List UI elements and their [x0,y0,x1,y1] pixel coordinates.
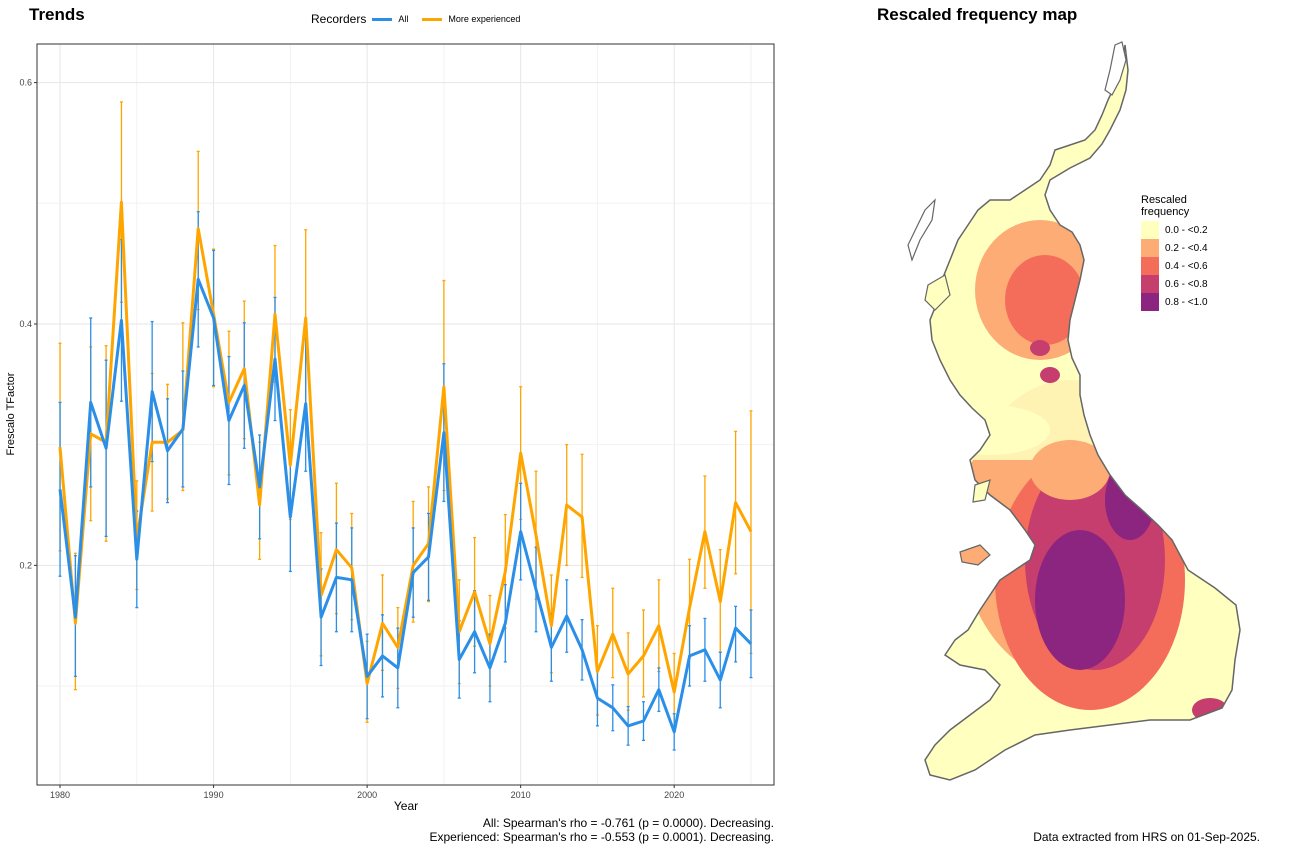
frequency-map [907,41,1241,781]
x-tick-label: 1990 [204,790,224,800]
y-tick-label: 0.4 [19,319,32,329]
x-axis-label: Year [394,799,418,813]
data-source-note: Data extracted from HRS on 01-Sep-2025. [1033,830,1260,844]
spearman-all: All: Spearman's rho = -0.761 (p = 0.0000… [482,816,774,830]
isle-of-man-outline [972,479,991,503]
recorders-legend: Recorders All More experienced [311,12,520,26]
map-legend: Rescaled frequency 0.0 - <0.2 0.2 - <0.4… [1141,194,1208,311]
map-legend-swatch [1141,275,1159,293]
trends-title: Trends [29,5,85,24]
spearman-notes: All: Spearman's rho = -0.761 (p = 0.0000… [430,816,775,844]
map-legend-swatch [1141,221,1159,239]
series-line [58,277,753,734]
legend-label-experienced: More experienced [448,14,521,24]
map-legend-label: 0.2 - <0.4 [1165,242,1208,254]
map-legend-row: 0.4 - <0.6 [1141,257,1208,275]
map-legend-label: 0.4 - <0.6 [1165,260,1208,272]
legend-title: Recorders [311,12,367,26]
map-legend-title-2: frequency [1141,206,1190,218]
y-tick-label: 0.2 [19,560,32,570]
map-legend-label: 0.8 - <1.0 [1165,296,1208,308]
series-line [58,200,753,694]
map-legend-swatch [1141,257,1159,275]
map-legend-label: 0.6 - <0.8 [1165,278,1208,290]
legend-swatch-all [372,17,393,21]
shetland-outline [1104,41,1127,96]
trends-chart: 1980 1990 2000 2010 2020 0.2 0.4 0.6 Year Fresc… [5,43,775,813]
map-legend-swatch [1141,293,1159,311]
y-axis-label: Frescalo TFactor [5,372,17,455]
west-islands-outline [924,274,951,311]
map-title: Rescaled frequency map [877,5,1078,24]
map-legend-row: 0.2 - <0.4 [1141,239,1208,257]
y-tick-label: 0.6 [19,78,32,88]
x-tick-label: 2000 [357,790,377,800]
x-tick-label: 2010 [511,790,531,800]
map-legend-title-1: Rescaled [1141,194,1187,206]
map-legend-row: 0.0 - <0.2 [1141,221,1208,239]
legend-swatch-experienced [422,17,443,21]
map-fill [925,45,1240,780]
map-legend-label: 0.0 - <0.2 [1165,224,1208,236]
anglesey-outline [959,544,991,566]
x-tick-label: 2020 [664,790,684,800]
chart-grid [37,44,774,785]
plot-panel [36,43,775,786]
map-legend-row: 0.8 - <1.0 [1141,293,1208,311]
x-tick-label: 1980 [50,790,70,800]
legend-label-all: All [398,14,409,24]
series-lines [58,200,753,734]
hebrides-outline [907,198,936,262]
map-legend-swatch [1141,239,1159,257]
spearman-experienced: Experienced: Spearman's rho = -0.553 (p … [429,830,775,844]
map-legend-row: 0.6 - <0.8 [1141,275,1208,293]
chart-axes: 1980 1990 2000 2010 2020 0.2 0.4 0.6 [19,78,684,800]
